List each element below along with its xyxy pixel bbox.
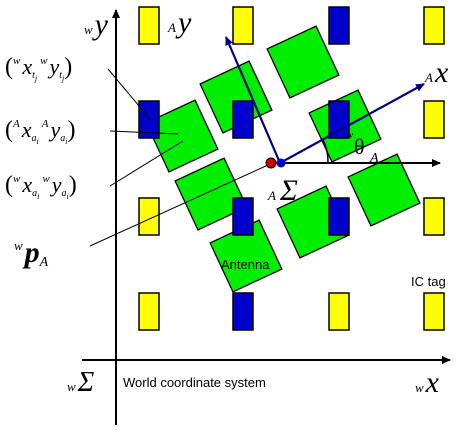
ic-tag xyxy=(138,6,160,45)
leader-lines xyxy=(89,68,269,247)
antenna-x-label: Ax xyxy=(424,56,449,89)
antenna-local-label: (AxaiAyai) xyxy=(5,117,75,146)
world-caption: World coordinate system xyxy=(123,375,266,390)
antenna xyxy=(347,153,421,227)
ic-tag xyxy=(138,197,160,236)
world-position-point xyxy=(265,157,277,169)
theta-label: θ xyxy=(354,134,365,159)
active-tag xyxy=(232,100,254,139)
active-tag xyxy=(328,6,350,45)
active-tag xyxy=(328,197,350,236)
antenna xyxy=(145,99,219,173)
leader-line xyxy=(89,164,269,247)
theta-pre-label: w xyxy=(346,129,354,141)
ic-tag xyxy=(138,292,160,331)
antenna xyxy=(174,157,248,231)
antenna-y-label: Ay xyxy=(167,6,192,39)
ic-tags xyxy=(138,6,445,331)
antenna-x-axis xyxy=(279,83,425,164)
antenna-world-label: (wxaiwyai) xyxy=(5,172,77,201)
antenna xyxy=(266,25,340,99)
ic-tag xyxy=(423,6,445,45)
tag-position-label: (wxtjwytj) xyxy=(5,54,72,83)
ic-tag-caption: IC tag xyxy=(411,274,446,289)
antenna-caption: Antenna xyxy=(221,257,270,272)
world-x-label: wx xyxy=(415,366,440,399)
active-tag xyxy=(138,100,160,139)
leader-line xyxy=(109,130,179,135)
leader-line xyxy=(107,68,151,120)
antenna-y-axis xyxy=(224,36,282,164)
leader-line xyxy=(109,140,184,187)
ic-tag xyxy=(328,292,350,331)
world-sigma-label: wΣ xyxy=(67,367,95,398)
world-y-label: wy xyxy=(84,8,109,41)
ic-tag xyxy=(423,292,445,331)
antenna-origin-point xyxy=(276,158,286,168)
ic-tag xyxy=(232,6,254,45)
active-tag xyxy=(232,197,254,236)
p-vector-label: wpA xyxy=(14,236,49,270)
active-tag xyxy=(232,292,254,331)
ic-tag xyxy=(423,100,445,139)
active-tags xyxy=(138,6,350,331)
ic-tag xyxy=(423,197,445,236)
antenna-x-sub-label: A xyxy=(369,151,379,166)
theta-arc xyxy=(322,139,329,164)
